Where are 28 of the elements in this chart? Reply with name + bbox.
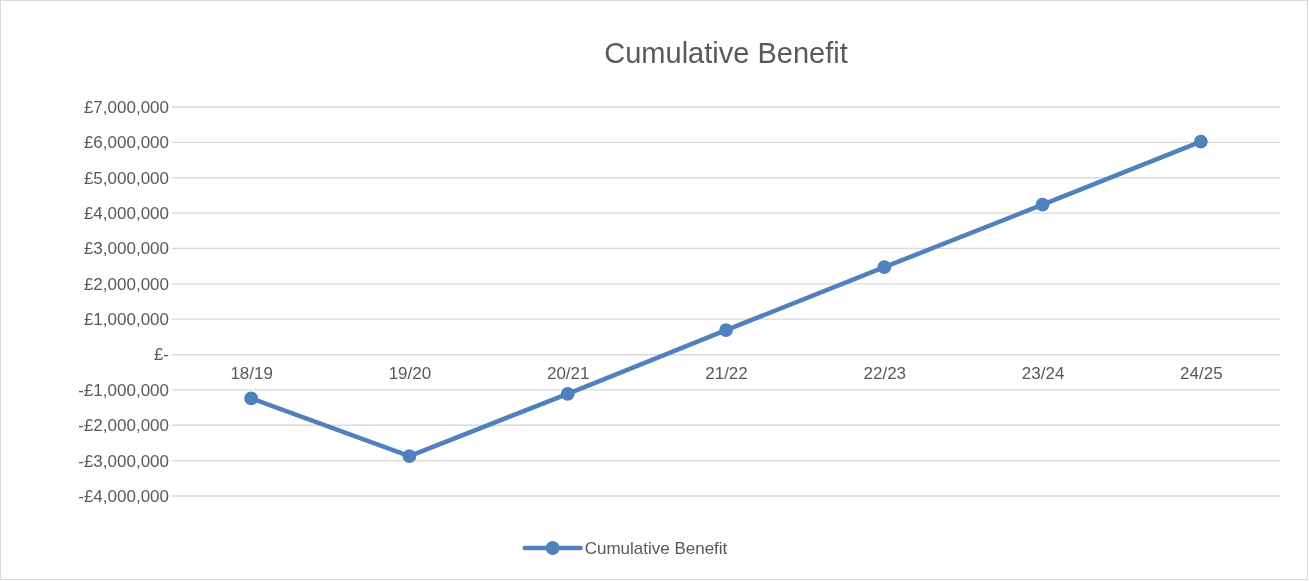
x-tick-label: 20/21 [546, 363, 590, 383]
y-tick-label: £3,000,000 [83, 239, 169, 259]
legend-label: Cumulative Benefit [584, 538, 728, 558]
y-tick-label: £7,000,000 [83, 97, 169, 117]
point [1193, 134, 1208, 149]
y-tick-label: -£3,000,000 [78, 451, 169, 471]
y-tick-label: £5,000,000 [83, 168, 169, 188]
chart-title: Cumulative Benefit [604, 37, 848, 69]
y-tick-label: -£4,000,000 [78, 486, 169, 506]
point [877, 260, 892, 275]
x-tick-label: 24/25 [1180, 363, 1223, 383]
y-tick-label: £6,000,000 [83, 133, 169, 153]
point [244, 391, 259, 406]
point [1035, 197, 1050, 212]
y-tick-label: £1,000,000 [83, 310, 169, 330]
x-tick-label: 23/24 [1021, 363, 1065, 383]
point [719, 323, 733, 338]
y-tick-label: -£1,000,000 [78, 380, 169, 400]
y-tick-label: £4,000,000 [83, 204, 169, 224]
y-tick-label: £2,000,000 [83, 274, 169, 294]
x-tick-label: 22/23 [863, 363, 907, 383]
y-tick-label: -£2,000,000 [78, 416, 169, 436]
x-tick-label: 21/22 [705, 363, 748, 383]
y-tick-label: £- [153, 345, 169, 365]
point [560, 386, 575, 401]
point [402, 449, 417, 463]
x-tick-label: 18/19 [230, 363, 273, 383]
x-tick-label: 19/20 [388, 363, 432, 383]
